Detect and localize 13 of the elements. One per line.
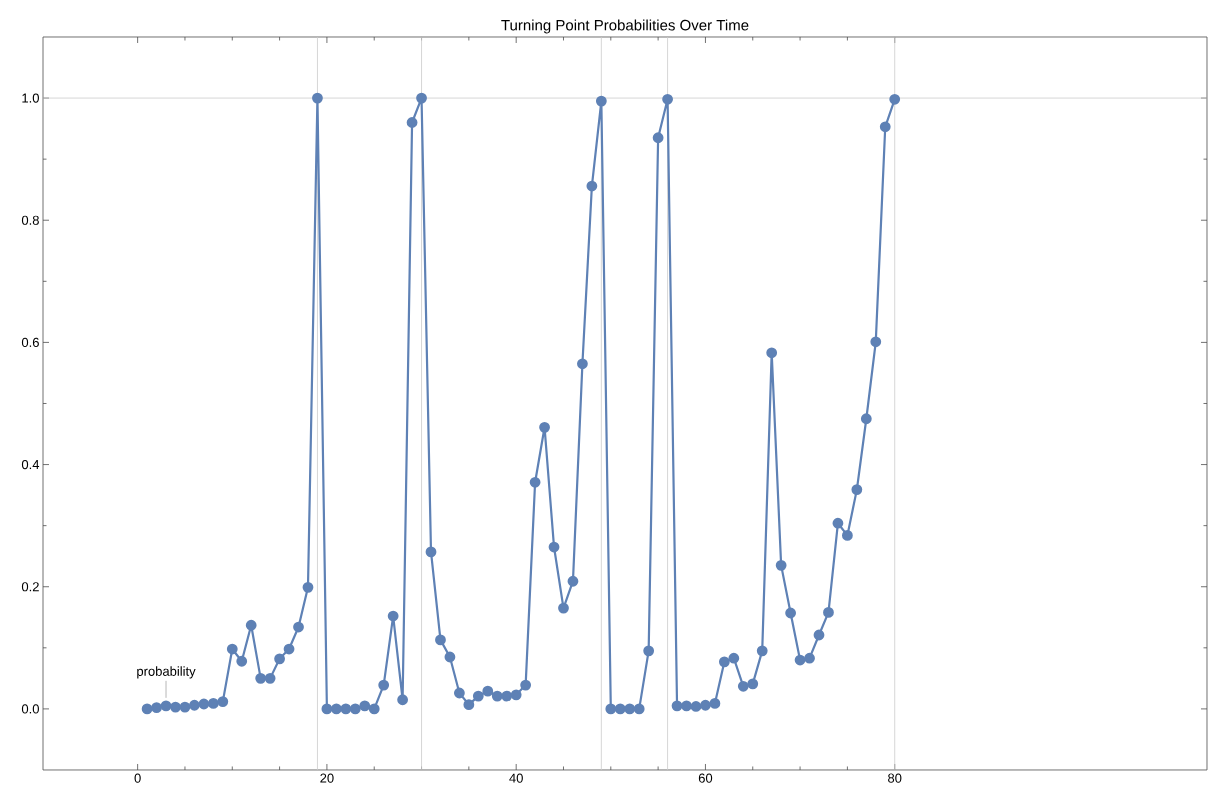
- x-tick-label: 0: [134, 773, 141, 783]
- x-tick-label: 80: [888, 773, 902, 783]
- x-tick-label: 60: [698, 773, 713, 783]
- series-label: probability: [137, 666, 196, 679]
- y-tick-label: 1.0: [22, 93, 39, 103]
- x-tick-label: 20: [320, 773, 334, 783]
- y-tick-label: 0.2: [21, 582, 39, 592]
- y-tick-label: 0.0: [21, 704, 39, 714]
- y-tick-label: 0.6: [21, 337, 39, 347]
- y-tick-label: 0.4: [21, 459, 40, 470]
- x-tick-label: 40: [509, 773, 523, 783]
- chart-title: Turning Point Probabilities Over Time: [501, 19, 749, 34]
- y-tick-label: 0.8: [21, 215, 39, 225]
